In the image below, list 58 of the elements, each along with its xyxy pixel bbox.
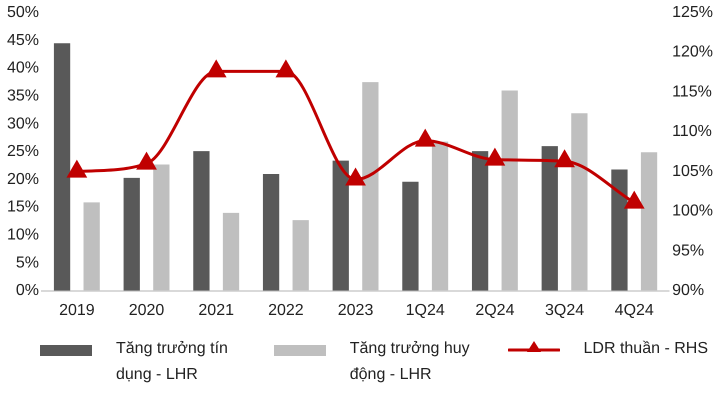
point — [486, 149, 504, 166]
legend-label: LDR thuần - RHS — [584, 339, 708, 359]
y-tick-label: 5% — [16, 254, 40, 272]
point — [624, 192, 644, 209]
bar — [54, 43, 70, 291]
legend-label: Tăng trưởng tín dụng - LHR — [116, 339, 229, 385]
point — [276, 60, 296, 78]
bar — [611, 170, 628, 291]
x-tick-label: 1Q24 — [406, 302, 445, 319]
bar — [193, 151, 210, 291]
y2-tick-label: 90% — [672, 282, 704, 300]
point — [555, 150, 574, 168]
bar — [332, 160, 349, 291]
point — [68, 161, 86, 178]
y-tick-label: 35% — [6, 87, 40, 104]
y-tick-label: 0% — [16, 282, 40, 300]
legend-label: Tăng trưởng huy động - LHR — [350, 339, 471, 385]
point — [416, 130, 435, 147]
bar — [84, 202, 100, 291]
y2-tick-label: 120% — [672, 44, 713, 61]
point — [206, 60, 226, 78]
y2-tick-label: 125% — [672, 4, 713, 22]
y-tick-label: 40% — [6, 60, 40, 77]
point — [346, 169, 365, 186]
x-tick-label: 2022 — [268, 302, 304, 319]
y2-tick-label: 105% — [672, 162, 713, 180]
bar — [571, 113, 588, 291]
x-tick-label: 2019 — [59, 302, 95, 319]
point — [137, 153, 156, 170]
bar — [292, 220, 309, 291]
bar — [640, 152, 658, 291]
y2-tick-label: 110% — [672, 123, 712, 140]
y-tick-label: 20% — [6, 170, 40, 188]
bar — [362, 82, 378, 291]
y-tick-label: 25% — [6, 143, 40, 160]
bar — [472, 151, 488, 291]
y-tick-label: 15% — [6, 198, 40, 216]
x-tick-label: 2023 — [338, 302, 374, 319]
x-tick-label: 2021 — [198, 302, 234, 319]
bar — [542, 146, 558, 291]
x-tick-label: 2Q24 — [475, 302, 515, 319]
bar — [124, 178, 140, 291]
bar — [402, 182, 419, 291]
bar — [502, 90, 518, 291]
y2-tick-label: 95% — [672, 242, 704, 260]
y2-tick-label: 115% — [672, 83, 712, 100]
x-tick-label: 3Q24 — [545, 302, 584, 319]
x-tick-label: 4Q24 — [614, 302, 654, 319]
y-tick-label: 30% — [6, 115, 40, 132]
y-tick-label: 45% — [6, 32, 40, 49]
x-tick-label: 2020 — [128, 302, 164, 319]
y2-tick-label: 100% — [672, 202, 713, 220]
bar — [222, 212, 240, 291]
bar — [262, 174, 280, 291]
y-tick-label: 50% — [6, 4, 40, 22]
y-tick-label: 10% — [6, 226, 40, 244]
bar — [153, 164, 170, 291]
bar — [432, 142, 448, 291]
